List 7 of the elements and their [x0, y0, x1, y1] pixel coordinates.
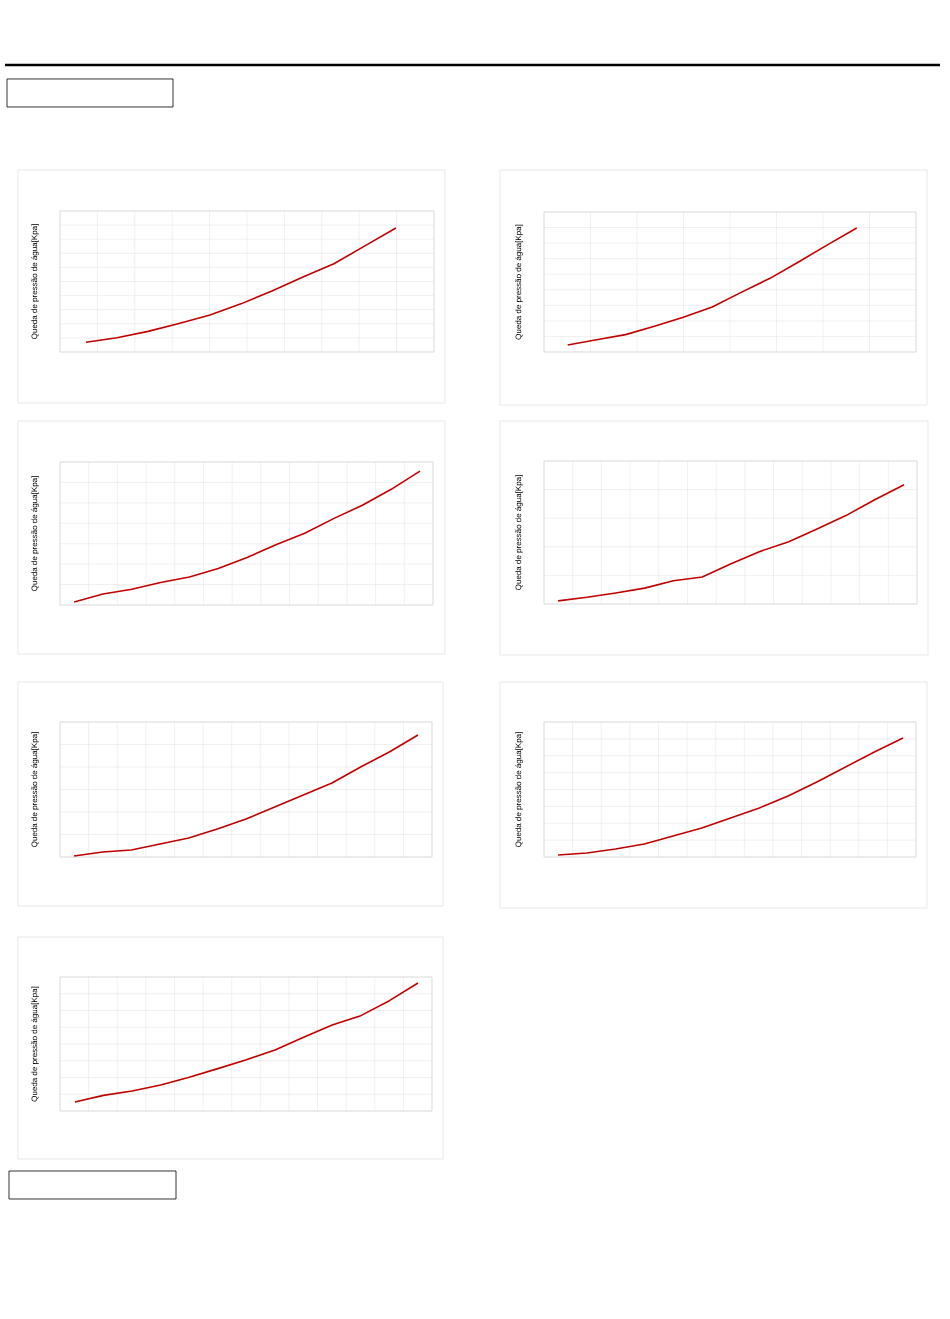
- y-axis-title: Queda de pressão de água[Kpa]: [31, 476, 39, 591]
- y-axis-title: Queda de pressão de água[Kpa]: [31, 986, 39, 1102]
- y-axis-title: Queda de pressão de água[Kpa]: [31, 224, 39, 339]
- y-axis-title: Queda de pressão de água[Kpa]: [515, 224, 523, 340]
- y-axis-title: Queda de pressão de água[Kpa]: [515, 732, 523, 847]
- y-axis-title: Queda de pressão de água[Kpa]: [31, 732, 39, 847]
- y-axis-title: Queda de pressão de água[Kpa]: [515, 475, 523, 590]
